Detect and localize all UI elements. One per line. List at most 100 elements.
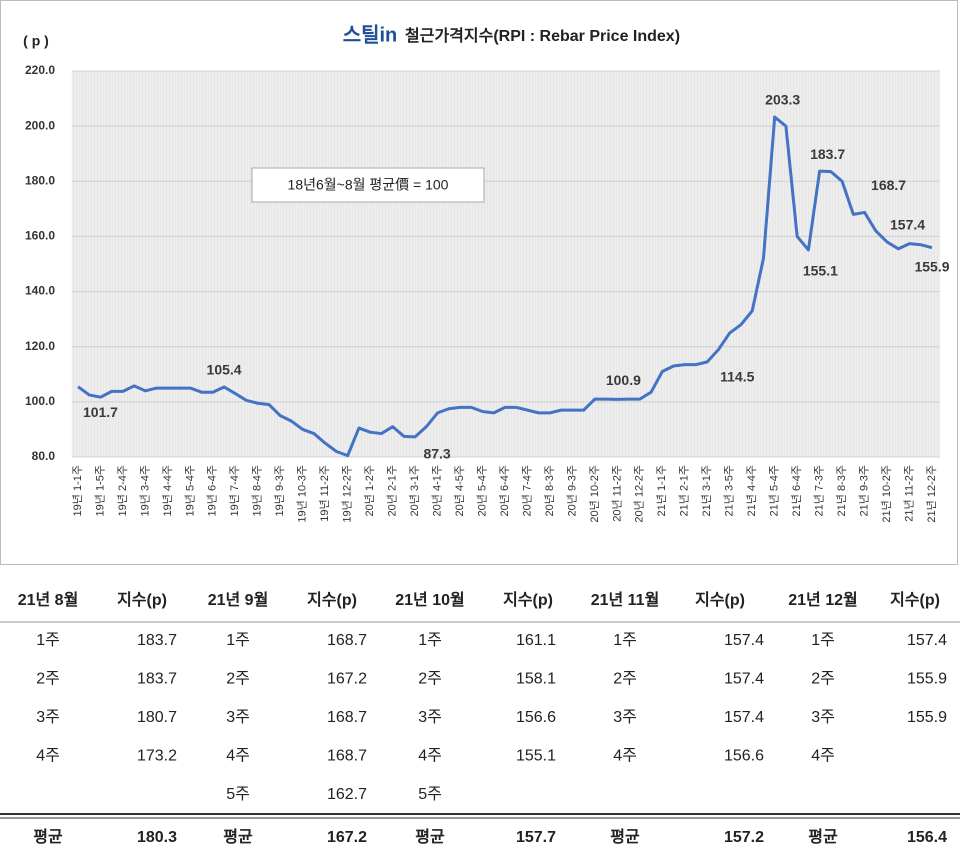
table-cell: 155.9 xyxy=(907,671,947,688)
table-cell: 167.2 xyxy=(327,671,367,688)
x-tick-label: 21년 10-2주 xyxy=(880,465,893,523)
x-tick-label: 21년 12-2주 xyxy=(925,465,938,523)
table-cell: 1주 xyxy=(36,632,60,649)
table-cell: 183.7 xyxy=(137,671,177,688)
table-cell: 157.4 xyxy=(907,632,947,649)
table-cell: 1주 xyxy=(226,632,250,649)
x-tick-label: 21년 8-3주 xyxy=(835,465,848,516)
table-cell: 평균 xyxy=(415,828,445,846)
y-tick-label: 160.0 xyxy=(25,229,55,243)
x-tick-label: 21년 3-1주 xyxy=(700,465,713,516)
table-cell: 157.7 xyxy=(516,829,556,846)
table-cell: 157.4 xyxy=(724,632,764,649)
data-label: 183.7 xyxy=(810,146,845,162)
table-cell: 156.4 xyxy=(907,829,947,846)
table-cell: 3주 xyxy=(36,709,60,726)
y-axis-label: ( p ) xyxy=(23,33,49,49)
x-tick-label: 19년 1-1주 xyxy=(71,465,84,516)
y-tick-label: 120.0 xyxy=(25,339,55,353)
x-tick-label: 19년 8-4주 xyxy=(251,465,264,516)
chart-title: 철근가격지수(RPI : Rebar Price Index) xyxy=(405,27,680,45)
table-cell: 지수(p) xyxy=(890,591,940,609)
data-label: 114.5 xyxy=(720,369,754,385)
table-cell: 지수(p) xyxy=(307,591,357,609)
x-tick-label: 20년 12-2주 xyxy=(633,465,646,523)
y-tick-label: 200.0 xyxy=(25,118,55,132)
x-tick-label: 20년 2-1주 xyxy=(386,465,399,516)
table-cell: 4주 xyxy=(36,748,60,765)
table-cell: 지수(p) xyxy=(503,591,553,609)
table-cell: 4주 xyxy=(226,748,250,765)
table-cell: 155.9 xyxy=(907,709,947,726)
data-label: 157.4 xyxy=(890,216,925,232)
table-cell: 173.2 xyxy=(137,748,177,765)
annotation: 18년6월~8월 평균價 = 100 xyxy=(288,177,449,193)
table-cell: 157.4 xyxy=(724,709,764,726)
table-cell: 4주 xyxy=(418,748,442,765)
x-tick-label: 21년 3-5주 xyxy=(723,465,736,516)
table-cell: 3주 xyxy=(613,709,637,726)
x-tick-label: 21년 11-2주 xyxy=(902,465,915,522)
x-tick-label: 21년 9-3주 xyxy=(857,465,870,516)
x-tick-label: 20년 3-1주 xyxy=(408,465,421,516)
y-tick-label: 100.0 xyxy=(25,394,55,408)
x-tick-label: 19년 3-4주 xyxy=(138,465,151,516)
x-tick-label: 21년 7-3주 xyxy=(813,465,826,516)
data-label: 203.3 xyxy=(765,92,800,108)
x-tick-label: 20년 8-3주 xyxy=(543,465,556,516)
x-tick-label: 20년 5-4주 xyxy=(475,465,488,516)
x-tick-label: 19년 9-3주 xyxy=(273,465,286,516)
table-cell: 4주 xyxy=(811,748,835,765)
table-cell: 1주 xyxy=(613,632,637,649)
x-tick-label: 19년 6-4주 xyxy=(206,465,219,516)
table-cell: 180.7 xyxy=(137,709,177,726)
table-cell: 21년 10월 xyxy=(395,590,464,609)
table-cell: 1주 xyxy=(811,632,835,649)
table-cell: 180.3 xyxy=(137,829,177,846)
x-tick-label: 19년 2-4주 xyxy=(116,465,129,516)
x-tick-label: 20년 6-4주 xyxy=(498,465,511,516)
table-cell: 168.7 xyxy=(327,709,367,726)
x-tick-label: 20년 7-4주 xyxy=(520,465,533,516)
x-tick-label: 21년 5-4주 xyxy=(768,465,781,516)
table-cell: 156.6 xyxy=(516,709,556,726)
x-tick-label: 20년 1-2주 xyxy=(363,465,376,516)
table-cell: 지수(p) xyxy=(695,591,745,609)
data-label: 168.7 xyxy=(871,177,906,193)
table-cell: 평균 xyxy=(33,828,63,846)
table-cell: 157.2 xyxy=(724,829,764,846)
x-tick-label: 19년 12-2주 xyxy=(341,465,354,523)
data-label: 101.7 xyxy=(83,404,118,420)
table-cell: 162.7 xyxy=(327,786,367,803)
table-cell: 3주 xyxy=(418,709,442,726)
data-label: 105.4 xyxy=(207,362,242,378)
table-cell: 21년 11월 xyxy=(591,590,660,609)
annotation-box xyxy=(251,167,485,203)
series-line xyxy=(77,115,933,458)
table-cell: 4주 xyxy=(613,748,637,765)
data-label: 155.9 xyxy=(914,258,949,274)
x-tick-label: 21년 1-1주 xyxy=(655,465,668,516)
table-cell: 158.1 xyxy=(516,671,556,688)
x-tick-label: 19년 5-4주 xyxy=(183,465,196,516)
table-cell: 156.6 xyxy=(724,748,764,765)
x-tick-label: 20년 9-3주 xyxy=(565,465,578,516)
y-tick-label: 180.0 xyxy=(25,173,55,187)
table-cell: 183.7 xyxy=(137,632,177,649)
table-cell: 2주 xyxy=(226,671,250,688)
table-cell: 지수(p) xyxy=(117,591,167,609)
y-tick-label: 220.0 xyxy=(25,63,55,77)
table-cell: 2주 xyxy=(36,671,60,688)
x-tick-label: 20년 4-1주 xyxy=(430,465,443,516)
table-cell: 2주 xyxy=(418,671,442,688)
table-cell: 평균 xyxy=(223,828,253,846)
table-cell: 5주 xyxy=(226,786,250,803)
table-cell: 155.1 xyxy=(516,748,556,765)
table-cell: 3주 xyxy=(811,709,835,726)
x-tick-label: 20년 10-2주 xyxy=(588,465,601,523)
x-tick-label: 21년 6-4주 xyxy=(790,465,803,516)
y-tick-label: 140.0 xyxy=(25,284,55,298)
x-tick-label: 21년 4-4주 xyxy=(745,465,758,516)
table-cell: 21년 9월 xyxy=(208,590,269,609)
data-label: 155.1 xyxy=(803,263,838,279)
